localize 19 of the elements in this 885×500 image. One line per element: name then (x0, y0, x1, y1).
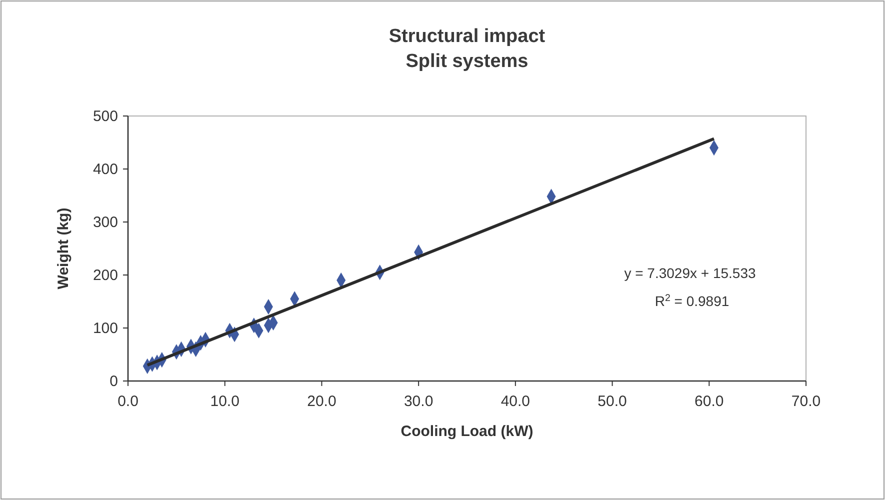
y-axis-title: Weight (kg) (55, 208, 72, 290)
y-tick-label: 400 (92, 161, 118, 178)
y-tick-label: 200 (92, 267, 118, 284)
y-tick-label: 500 (92, 108, 118, 125)
x-tick-label: 50.0 (598, 393, 627, 410)
x-tick-label: 20.0 (307, 393, 336, 410)
annotation: R$^{2}$ = 0.9891 (654, 292, 730, 309)
x-tick-label: 40.0 (500, 393, 530, 410)
y-tick-label: 100 (92, 320, 118, 337)
x-tick-label: 70.0 (791, 393, 821, 410)
annotation: y = 7.3029x + 15.533 (624, 265, 756, 281)
x-tick-label: 60.0 (694, 393, 724, 410)
x-tick-label: 30.0 (404, 393, 434, 410)
x-tick-label: 10.0 (210, 393, 240, 410)
y-tick-label: 300 (92, 214, 118, 231)
x-axis-title: Cooling Load (kW) (400, 423, 534, 440)
chart-title: Structural impact Split systems (388, 26, 546, 72)
y-tick-label: 0 (110, 373, 118, 390)
x-tick-label: 0.0 (118, 393, 138, 410)
